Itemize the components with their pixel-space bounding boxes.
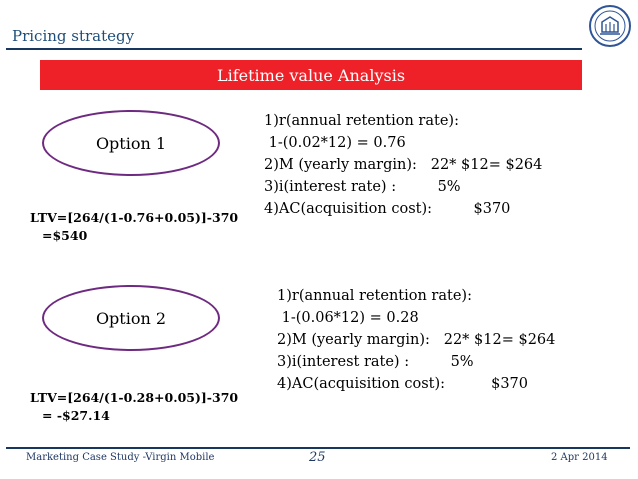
option-1-ltv-result: =$540	[42, 228, 88, 243]
list-item: 1)r(annual retention rate):	[277, 288, 472, 304]
option-2-ltv: LTV=[264/(1-0.28+0.05)]-370 = -$27.14	[30, 389, 238, 425]
list-item: 2)M (yearly margin): 22* $12= $264	[277, 332, 556, 348]
option-1-assumptions: 1)r(annual retention rate): 1-(0.02*12) …	[264, 110, 542, 220]
list-item: 4)AC(acquisition cost): $370	[264, 201, 511, 217]
list-item: 1-(0.06*12) = 0.28	[277, 310, 419, 326]
list-item: 1)r(annual retention rate):	[264, 113, 459, 129]
lifetime-value-banner: Lifetime value Analysis	[40, 60, 582, 90]
slide-header-title: Pricing strategy	[12, 27, 135, 45]
option-2-ellipse: Option 2	[42, 285, 220, 351]
list-item: 3)i(interest rate) : 5%	[277, 354, 474, 370]
option-1-ltv: LTV=[264/(1-0.76+0.05)]-370 =$540	[30, 209, 238, 245]
university-seal-icon	[589, 5, 631, 47]
option-2-ltv-result: = -$27.14	[42, 408, 110, 423]
list-item: 3)i(interest rate) : 5%	[264, 179, 461, 195]
list-item: 1-(0.02*12) = 0.76	[264, 135, 406, 151]
option-2-ltv-formula: LTV=[264/(1-0.28+0.05)]-370	[30, 390, 239, 405]
option-1-ltv-formula: LTV=[264/(1-0.76+0.05)]-370	[30, 210, 239, 225]
option-2-assumptions: 1)r(annual retention rate): 1-(0.06*12) …	[277, 285, 555, 395]
list-item: 4)AC(acquisition cost): $370	[277, 376, 529, 392]
option-2-label: Option 2	[95, 308, 167, 328]
header-divider	[6, 48, 582, 50]
footer-divider	[6, 447, 630, 449]
page-number: 25	[309, 450, 326, 465]
footer-date: 2 Apr 2014	[551, 452, 608, 463]
banner-title: Lifetime value Analysis	[216, 65, 406, 85]
list-item: 2)M (yearly margin): 22* $12= $264	[264, 157, 543, 173]
option-1-label: Option 1	[95, 133, 167, 153]
footer-course-title: Marketing Case Study -Virgin Mobile	[26, 452, 215, 463]
option-1-ellipse: Option 1	[42, 110, 220, 176]
